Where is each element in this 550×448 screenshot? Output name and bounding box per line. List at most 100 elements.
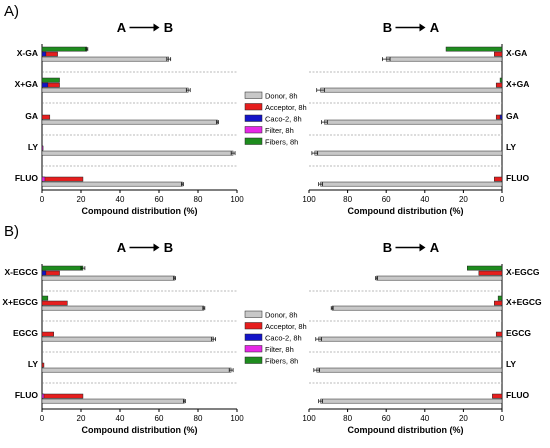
bar-acceptor — [492, 393, 503, 399]
legend-swatch-filter — [244, 345, 263, 353]
bar-donor — [316, 367, 503, 373]
category-label: LY — [28, 359, 38, 369]
category-label: X-GA — [506, 48, 527, 58]
bar-donor — [41, 398, 185, 404]
legend-swatch-acceptor — [244, 103, 263, 111]
bar-donor — [41, 305, 205, 311]
bar-donor — [320, 181, 503, 187]
chart-panel-4: B A 100 80 60 40 20 0 Compound distribution (%) X… — [302, 240, 542, 435]
x-tick-label: 60 — [382, 195, 391, 204]
legend-swatch-donor — [244, 91, 263, 99]
bar-acceptor — [494, 176, 503, 182]
legend-label-acceptor: Acceptor, 8h — [265, 322, 307, 331]
x-tick-label: 60 — [155, 195, 164, 204]
bar-donor — [320, 87, 503, 93]
x-tick-label: 20 — [77, 414, 86, 423]
x-tick-label: 100 — [230, 414, 244, 423]
panel-label: A) — [4, 3, 19, 20]
bar-acceptor — [495, 82, 503, 88]
x-tick-label: 0 — [40, 195, 45, 204]
title-arrow-head — [419, 23, 426, 32]
x-axis-label: Compound distribution (%) — [348, 206, 464, 216]
bar-donor — [41, 56, 169, 62]
bar-acceptor — [494, 300, 503, 306]
bar-donor — [314, 150, 503, 156]
legend-swatch-fibers — [244, 356, 263, 364]
legend-label-fibers: Fibers, 8h — [265, 138, 298, 147]
title-from: A — [117, 20, 127, 35]
x-tick-label: 60 — [382, 414, 391, 423]
chart-panel-1: A) A B 0 20 40 60 80 100 Compound distribution (%… — [4, 3, 244, 216]
legend-swatch-fibers — [244, 137, 263, 145]
bar-donor — [376, 275, 503, 281]
category-label: FLUO — [15, 173, 39, 183]
panel-label: B) — [4, 223, 19, 240]
category-label: X+GA — [15, 79, 38, 89]
x-tick-label: 40 — [420, 414, 429, 423]
bar-filter — [41, 145, 44, 151]
title-from: B — [383, 240, 392, 255]
bar-filter — [41, 176, 46, 182]
legend-label-fibers: Fibers, 8h — [265, 357, 298, 366]
x-tick-label: 0 — [40, 414, 45, 423]
bar-acceptor — [41, 393, 84, 399]
bar-fibers — [41, 46, 88, 52]
bar-donor — [320, 398, 503, 404]
bar-acceptor — [41, 114, 51, 120]
bar-acceptor — [478, 270, 503, 276]
bar-fibers — [41, 295, 49, 301]
x-tick-label: 40 — [116, 195, 125, 204]
title-arrow-head — [419, 243, 426, 252]
legend-swatch-filter — [244, 126, 263, 134]
bar-fibers — [467, 265, 503, 271]
x-tick-label: 80 — [343, 414, 352, 423]
category-label: LY — [506, 359, 516, 369]
bar-caco2 — [41, 82, 49, 88]
legend-label-donor: Donor, 8h — [265, 311, 298, 320]
x-tick-label: 20 — [459, 195, 468, 204]
x-tick-label: 100 — [302, 414, 316, 423]
bar-donor — [41, 336, 214, 342]
category-label: X+EGCG — [506, 297, 542, 307]
legend-label-filter: Filter, 8h — [265, 345, 294, 354]
category-label: FLUO — [506, 390, 530, 400]
title-arrow-head — [153, 243, 160, 252]
legend-swatch-acceptor — [244, 322, 263, 330]
x-tick-label: 80 — [194, 414, 203, 423]
category-label: FLUO — [15, 390, 39, 400]
bar-caco2 — [41, 270, 47, 276]
legend-label-acceptor: Acceptor, 8h — [265, 103, 307, 112]
title-from: B — [383, 20, 392, 35]
category-label: GA — [506, 111, 519, 121]
bar-donor — [41, 150, 234, 156]
bar-acceptor — [495, 331, 503, 337]
bar-donor — [41, 87, 189, 93]
bar-donor — [318, 336, 503, 342]
bar-donor — [41, 367, 232, 373]
category-label: EGCG — [506, 328, 531, 338]
x-axis-label: Compound distribution (%) — [82, 425, 198, 435]
category-label: LY — [506, 142, 516, 152]
x-tick-label: 60 — [155, 414, 164, 423]
x-tick-label: 100 — [302, 195, 316, 204]
bar-donor — [41, 119, 218, 125]
bar-acceptor — [41, 331, 54, 337]
x-tick-label: 20 — [459, 414, 468, 423]
x-tick-label: 100 — [230, 195, 244, 204]
bar-fibers — [41, 265, 84, 271]
legend-label-caco2: Caco-2, 8h — [265, 115, 302, 124]
x-tick-label: 80 — [194, 195, 203, 204]
bar-fibers — [499, 77, 503, 83]
category-label: X+EGCG — [2, 297, 38, 307]
title-arrow-head — [153, 23, 160, 32]
legend-2: Donor, 8h Acceptor, 8h Caco-2, 8h Filter, 8… — [244, 311, 307, 366]
category-label: LY — [28, 142, 38, 152]
legend-1: Donor, 8h Acceptor, 8h Caco-2, 8h Filter, 8… — [244, 91, 307, 147]
category-label: X-EGCG — [506, 267, 540, 277]
bar-filter — [41, 393, 45, 399]
chart-panel-2: B A 100 80 60 40 20 0 Compound distribution (%) X… — [302, 20, 529, 216]
legend-swatch-caco2 — [244, 333, 263, 341]
legend-label-caco2: Caco-2, 8h — [265, 334, 302, 343]
